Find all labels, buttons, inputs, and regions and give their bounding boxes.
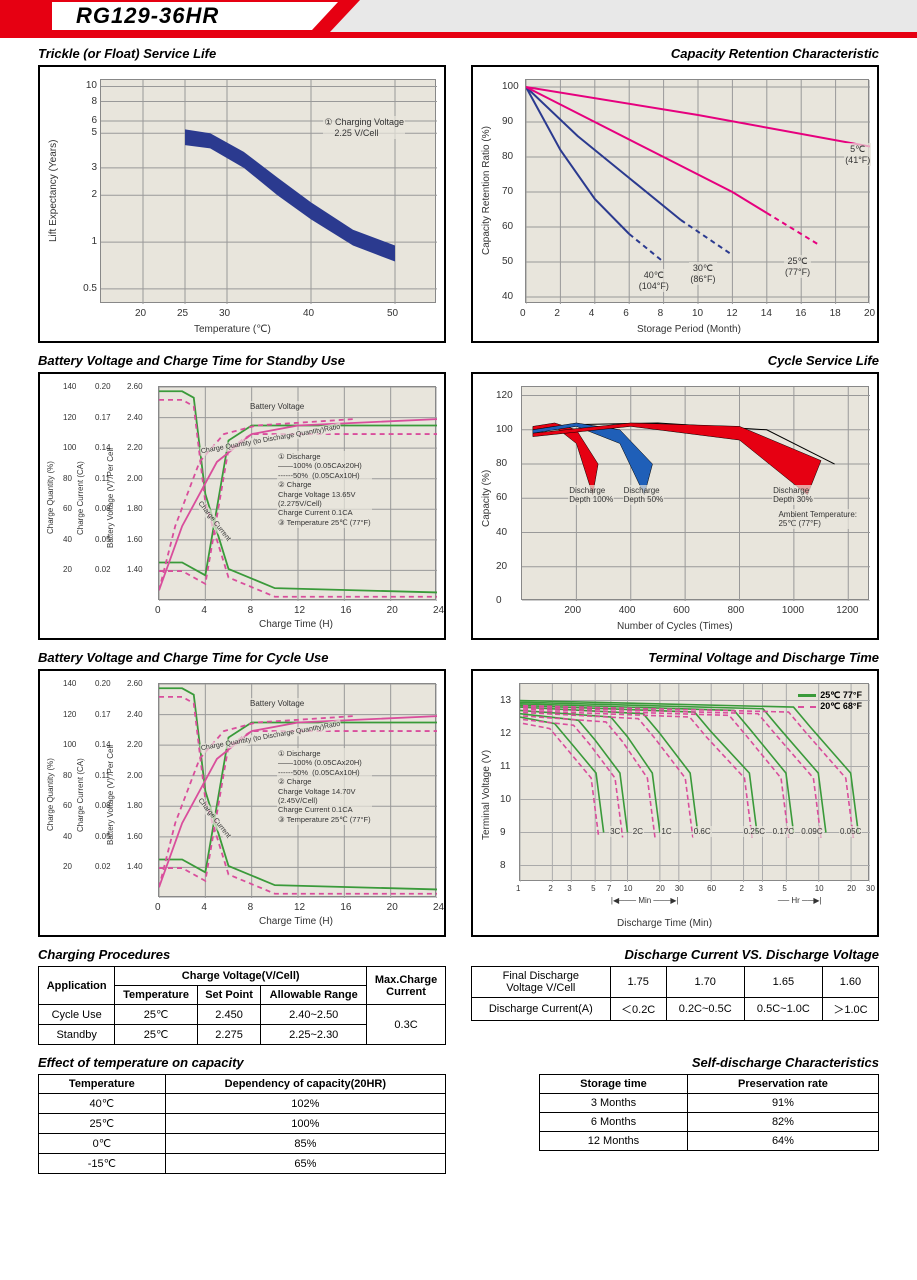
model-number: RG129-36HR — [76, 3, 219, 29]
header-bar: RG129-36HR — [0, 0, 917, 38]
xlabel-trickle: Temperature (℃) — [194, 324, 271, 335]
title-cyclecharge: Battery Voltage and Charge Time for Cycl… — [38, 650, 446, 665]
xlabel-cycle: Number of Cycles (Times) — [617, 621, 733, 632]
title-dcv: Discharge Current VS. Discharge Voltage — [471, 947, 879, 962]
ylabel-trickle: Lift Expectancy (Years) — [48, 111, 59, 271]
th-app: Application — [39, 967, 115, 1005]
ylabel-cycle: Capacity (%) — [481, 438, 492, 558]
table-temp-capacity: TemperatureDependency of capacity(20HR)4… — [38, 1074, 446, 1174]
title-tempcap: Effect of temperature on capacity — [38, 1055, 446, 1070]
chart-cyclelife: Capacity (%) 020406080100120200400600800… — [471, 372, 879, 640]
chart-termv: Terminal Voltage (V) 8910111213123571020… — [471, 669, 879, 937]
th-maxc: Max.Charge Current — [367, 967, 446, 1005]
title-selfd: Self-discharge Characteristics — [471, 1055, 879, 1070]
title-cyclelife: Cycle Service Life — [471, 353, 879, 368]
ylabel-capret: Capacity Retention Ratio (%) — [481, 101, 492, 281]
table-charging-procedures: Application Charge Voltage(V/Cell) Max.C… — [38, 966, 446, 1045]
header-white-tab: RG129-36HR — [52, 2, 312, 30]
xlabel-capret: Storage Period (Month) — [637, 324, 741, 335]
title-standby: Battery Voltage and Charge Time for Stan… — [38, 353, 446, 368]
chart-trickle: Lift Expectancy (Years) 0.51235681020253… — [38, 65, 446, 343]
table-discharge-vs: Final Discharge Voltage V/Cell1.751.701.… — [471, 966, 879, 1021]
title-termv: Terminal Voltage and Discharge Time — [471, 650, 879, 665]
th-cv: Charge Voltage(V/Cell) — [115, 967, 367, 986]
ylabel-termv: Terminal Voltage (V) — [481, 725, 492, 865]
title-chgproc: Charging Procedures — [38, 947, 446, 962]
xlabel-termv: Discharge Time (Min) — [617, 918, 712, 929]
table-self-discharge: Storage timePreservation rate3 Months91%… — [539, 1074, 879, 1151]
chart-capret: Capacity Retention Ratio (%) 40506070809… — [471, 65, 879, 343]
title-trickle: Trickle (or Float) Service Life — [38, 46, 446, 61]
chart-cyclecharge: Charge Quantity (%)Charge Current (CA)Ba… — [38, 669, 446, 937]
chart-standby: Charge Quantity (%)Charge Current (CA)Ba… — [38, 372, 446, 640]
title-capret: Capacity Retention Characteristic — [471, 46, 879, 61]
